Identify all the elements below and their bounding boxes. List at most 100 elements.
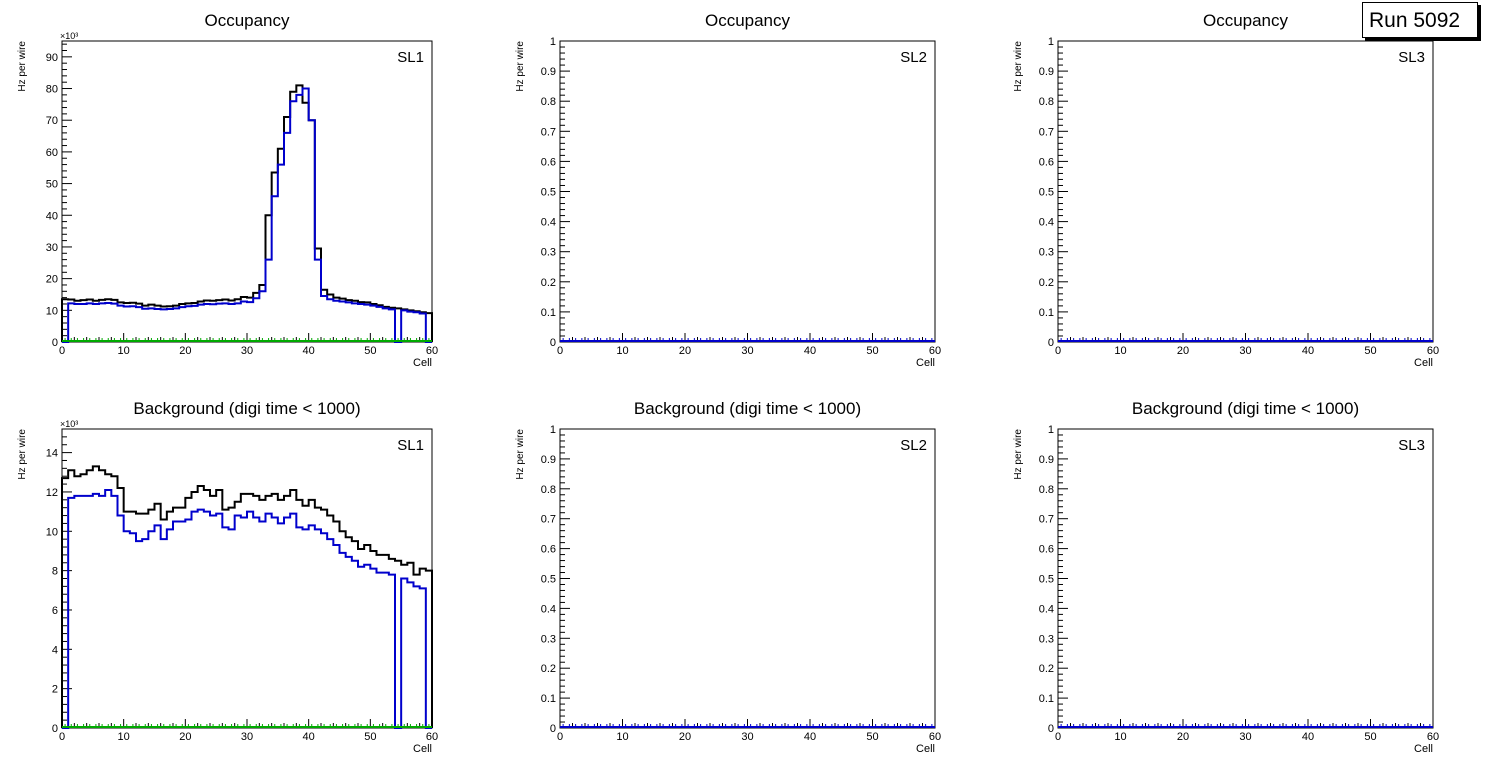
y-tick-label: 0.8 (1039, 96, 1054, 108)
chart-title: Occupancy (705, 11, 791, 30)
y-tick-label: 0.4 (1039, 603, 1054, 615)
y-axis-label: Hz per wire (515, 429, 526, 480)
x-tick-label: 30 (241, 345, 253, 357)
series-blue (62, 87, 432, 343)
x-axis-label: Cell (916, 357, 935, 369)
x-tick-label: 20 (1177, 731, 1189, 743)
x-tick-label: 60 (929, 731, 941, 743)
x-tick-label: 10 (1114, 345, 1126, 357)
x-tick-label: 30 (1239, 731, 1251, 743)
x-tick-label: 20 (179, 345, 191, 357)
chart-occ-sl1: Occupancy SL1 Hz per wire Cell ×10³ 0 10 20 30 40… (17, 11, 438, 369)
y-tick-label: 0.6 (541, 544, 556, 556)
x-tick-label: 0 (557, 731, 563, 743)
run-label: Run 5092 (1362, 2, 1478, 38)
y-tick-label: 0.2 (541, 663, 556, 675)
x-axis-label: Cell (413, 743, 432, 755)
y-tick-label: 10 (46, 526, 58, 538)
x-tick-label: 40 (1302, 731, 1314, 743)
x-tick-label: 60 (1427, 731, 1439, 743)
plot-frame (1057, 428, 1434, 729)
plot-frame (559, 428, 936, 729)
x-axis-label: Cell (1414, 357, 1433, 369)
x-tick-label: 0 (1055, 731, 1061, 743)
y-axis-label: Hz per wire (1013, 41, 1024, 92)
y-tick-label: 0.8 (541, 484, 556, 496)
x-tick-label: 10 (616, 345, 628, 357)
x-tick-label: 20 (679, 345, 691, 357)
y-tick-label: 0.4 (541, 217, 556, 229)
x-tick-label: 40 (303, 731, 315, 743)
y-tick-label: 0.5 (541, 187, 556, 199)
y-tick-label: 0.8 (541, 96, 556, 108)
y-tick-label: 0.7 (541, 514, 556, 526)
y-axis-label: Hz per wire (1013, 429, 1024, 480)
y-tick-label: 0.5 (1039, 574, 1054, 586)
y-tick-label: 1 (550, 36, 556, 48)
x-tick-label: 30 (1239, 345, 1251, 357)
y-tick-label: 0.2 (541, 277, 556, 289)
y-tick-label: 80 (46, 84, 58, 96)
y-axis-multiplier: ×10³ (60, 31, 78, 41)
chart-title: Background (digi time < 1000) (133, 399, 360, 418)
y-tick-label: 12 (46, 487, 58, 499)
y-tick-label: 0.2 (1039, 277, 1054, 289)
y-tick-label: 0.8 (1039, 484, 1054, 496)
superlayer-label: SL1 (397, 49, 424, 66)
x-tick-label: 40 (804, 345, 816, 357)
y-axis-label: Hz per wire (17, 429, 28, 480)
y-tick-label: 0 (1048, 337, 1054, 349)
y-tick-label: 2 (52, 684, 58, 696)
chart-title: Background (digi time < 1000) (634, 399, 861, 418)
x-axis-label: Cell (413, 357, 432, 369)
superlayer-label: SL1 (397, 437, 424, 454)
superlayer-label: SL3 (1398, 437, 1425, 454)
series-blue (62, 488, 432, 729)
series-total (61, 465, 433, 728)
x-tick-label: 30 (241, 731, 253, 743)
x-tick-label: 30 (741, 731, 753, 743)
x-tick-label: 40 (1302, 345, 1314, 357)
x-tick-label: 20 (1177, 345, 1189, 357)
x-tick-label: 0 (557, 345, 563, 357)
x-tick-label: 60 (1427, 345, 1439, 357)
y-tick-label: 0 (52, 337, 58, 349)
y-tick-label: 0.1 (1039, 307, 1054, 319)
x-tick-label: 50 (866, 731, 878, 743)
x-tick-label: 20 (179, 731, 191, 743)
x-tick-label: 50 (364, 731, 376, 743)
y-tick-label: 0.6 (1039, 544, 1054, 556)
x-axis-label: Cell (916, 743, 935, 755)
y-tick-label: 10 (46, 305, 58, 317)
x-tick-label: 60 (929, 345, 941, 357)
y-axis-multiplier: ×10³ (60, 419, 78, 429)
chart-title: Occupancy (204, 11, 290, 30)
y-tick-label: 0.1 (1039, 693, 1054, 705)
x-tick-label: 10 (118, 345, 130, 357)
y-axis-label: Hz per wire (515, 41, 526, 92)
y-tick-label: 0.6 (541, 156, 556, 168)
y-tick-label: 0.9 (541, 454, 556, 466)
y-tick-label: 4 (52, 644, 58, 656)
chart-bkg-sl2: Background (digi time < 1000) SL2 Hz per w… (515, 399, 941, 755)
y-tick-label: 0.9 (1039, 454, 1054, 466)
superlayer-label: SL2 (900, 437, 927, 454)
x-tick-label: 40 (303, 345, 315, 357)
y-axis-label: Hz per wire (17, 41, 28, 92)
x-tick-label: 50 (1364, 345, 1376, 357)
x-tick-label: 50 (1364, 731, 1376, 743)
x-axis-label: Cell (1414, 743, 1433, 755)
x-tick-label: 0 (59, 345, 65, 357)
x-tick-label: 0 (1055, 345, 1061, 357)
chart-bkg-sl3: Background (digi time < 1000) SL3 Hz per w… (1013, 399, 1439, 755)
chart-bkg-sl1: Background (digi time < 1000) SL1 Hz per w… (17, 399, 438, 755)
y-tick-label: 0.4 (541, 603, 556, 615)
y-tick-label: 14 (46, 448, 58, 460)
y-tick-label: 0 (52, 723, 58, 735)
x-tick-label: 50 (866, 345, 878, 357)
x-tick-label: 0 (59, 731, 65, 743)
x-tick-label: 10 (1114, 731, 1126, 743)
y-tick-label: 0.5 (541, 574, 556, 586)
y-tick-label: 8 (52, 566, 58, 578)
